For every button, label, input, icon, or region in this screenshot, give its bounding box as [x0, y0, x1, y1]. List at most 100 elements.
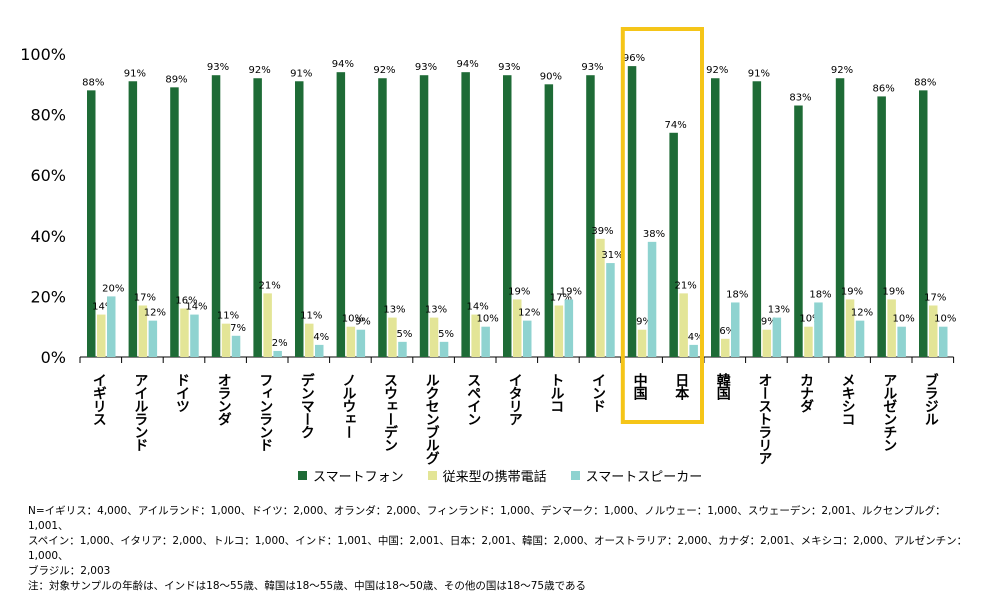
bar-smart-speaker	[439, 341, 449, 357]
data-label-smartphone: 88%	[914, 77, 936, 88]
legend-item-feature-phone: 従来型の携帯電話	[427, 466, 547, 485]
data-label-feature-phone: 21%	[675, 280, 697, 291]
bar-smartphone	[211, 75, 221, 358]
data-label-smart-speaker: 5%	[438, 329, 454, 340]
data-label-smart-speaker: 2%	[272, 338, 288, 349]
bar-smartphone	[503, 75, 512, 358]
category-label: トルコ	[548, 373, 564, 413]
data-label-feature-phone: 11%	[217, 311, 239, 322]
bar-smart-speaker	[564, 299, 574, 357]
bar-feature-phone	[804, 326, 813, 357]
data-label-smart-speaker: 12%	[144, 308, 166, 319]
data-label-feature-phone: 19%	[841, 286, 863, 297]
bar-smart-speaker	[731, 302, 740, 357]
data-label-smart-speaker: 18%	[726, 289, 748, 300]
data-label-feature-phone: 6%	[719, 326, 735, 337]
bar-smartphone	[919, 90, 928, 358]
bar-feature-phone	[263, 293, 272, 357]
category-label: オランダ	[216, 373, 232, 426]
data-label-feature-phone: 14%	[467, 302, 489, 313]
bar-smartphone	[544, 84, 554, 358]
data-label-feature-phone: 9%	[636, 317, 652, 328]
bar-feature-phone	[929, 305, 938, 357]
data-label-smartphone: 93%	[207, 62, 229, 73]
bar-feature-phone	[221, 323, 231, 357]
data-label-smart-speaker: 4%	[313, 332, 329, 343]
bar-smartphone	[128, 81, 138, 358]
data-label-feature-phone: 21%	[259, 280, 281, 291]
bar-smart-speaker	[481, 326, 490, 357]
data-label-smart-speaker: 7%	[230, 323, 246, 334]
data-label-smartphone: 94%	[332, 59, 354, 70]
data-label-smartphone: 92%	[373, 65, 395, 76]
sample-size-note-3: ブラジル：2,003	[28, 565, 111, 577]
data-label-smartphone: 91%	[124, 68, 146, 79]
data-label-feature-phone: 9%	[761, 317, 777, 328]
bar-smart-speaker	[398, 341, 407, 357]
category-label: 日本	[673, 373, 689, 401]
age-note: 注：対象サンプルの年齢は、インドは18～55歳、韓国は18～55歳、中国は18～…	[28, 580, 586, 592]
data-label-smart-speaker: 12%	[518, 308, 540, 319]
data-label-feature-phone: 11%	[300, 311, 322, 322]
data-label-smartphone: 92%	[706, 65, 728, 76]
y-tick-label: 60%	[30, 166, 66, 185]
data-label-smartphone: 93%	[498, 62, 520, 73]
bar-smartphone	[253, 78, 262, 358]
bar-smart-speaker	[107, 296, 116, 357]
data-label-smart-speaker: 38%	[643, 229, 665, 240]
data-label-feature-phone: 16%	[175, 296, 197, 307]
category-label: イギリス	[91, 373, 107, 426]
bar-smart-speaker	[897, 326, 906, 357]
y-tick-label: 80%	[30, 106, 66, 125]
legend-swatch-feature-phone	[427, 471, 437, 480]
data-label-feature-phone: 13%	[425, 305, 447, 316]
bar-smartphone	[877, 96, 886, 358]
data-label-smart-speaker: 4%	[688, 332, 704, 343]
data-label-smartphone: 90%	[540, 71, 562, 82]
bar-feature-phone	[513, 299, 522, 357]
data-label-smart-speaker: 5%	[397, 329, 413, 340]
bar-smartphone	[794, 105, 803, 357]
bar-smartphone	[711, 78, 720, 358]
data-label-feature-phone: 19%	[508, 286, 530, 297]
data-label-smart-speaker: 18%	[809, 289, 831, 300]
category-label: スウェーデン	[382, 373, 398, 451]
bar-smart-speaker	[315, 344, 324, 357]
bar-smart-speaker	[689, 344, 698, 357]
bar-feature-phone	[679, 293, 688, 357]
data-label-smartphone: 74%	[665, 120, 687, 131]
category-label: 中国	[632, 372, 648, 401]
sample-size-note-1: N=イギリス：4,000、アイルランド：1,000、ドイツ：2,000、オランダ…	[28, 505, 946, 532]
sample-size-note-2: スペイン：1,000、イタリア：2,000、トルコ：1,000、インド：1,00…	[28, 535, 968, 562]
bar-feature-phone	[471, 314, 480, 357]
bar-feature-phone	[346, 326, 356, 357]
category-label: ドイツ	[174, 373, 190, 413]
category-label: 韓国	[715, 372, 731, 401]
category-label: ブラジル	[923, 372, 939, 425]
bar-feature-phone	[97, 314, 106, 357]
highlight-box	[620, 27, 704, 424]
bar-feature-phone	[388, 317, 397, 357]
data-label-smartphone: 93%	[415, 62, 437, 73]
bar-smart-speaker	[647, 241, 657, 357]
data-label-smart-speaker: 9%	[355, 317, 371, 328]
category-label: カナダ	[798, 373, 814, 413]
data-label-feature-phone: 13%	[383, 305, 405, 316]
category-label: アイルランド	[132, 373, 148, 452]
bar-smartphone	[752, 81, 762, 358]
data-label-smartphone: 86%	[873, 83, 895, 94]
data-label-smart-speaker: 12%	[851, 308, 873, 319]
category-label: ルクセンブルグ	[424, 373, 440, 465]
data-label-feature-phone: 10%	[342, 314, 364, 325]
data-label-feature-phone: 17%	[550, 292, 572, 303]
legend-label-smartphone: スマートフォン	[313, 470, 404, 485]
bar-smartphone	[627, 66, 637, 358]
bar-smartphone	[170, 87, 179, 357]
data-label-smartphone: 92%	[249, 65, 271, 76]
bar-feature-phone	[721, 338, 730, 357]
legend-label-feature-phone: 従来型の携帯電話	[442, 470, 547, 485]
bar-smartphone	[669, 132, 678, 357]
bar-feature-phone	[887, 299, 896, 357]
data-label-smart-speaker: 13%	[768, 305, 790, 316]
bar-smartphone	[87, 90, 96, 358]
